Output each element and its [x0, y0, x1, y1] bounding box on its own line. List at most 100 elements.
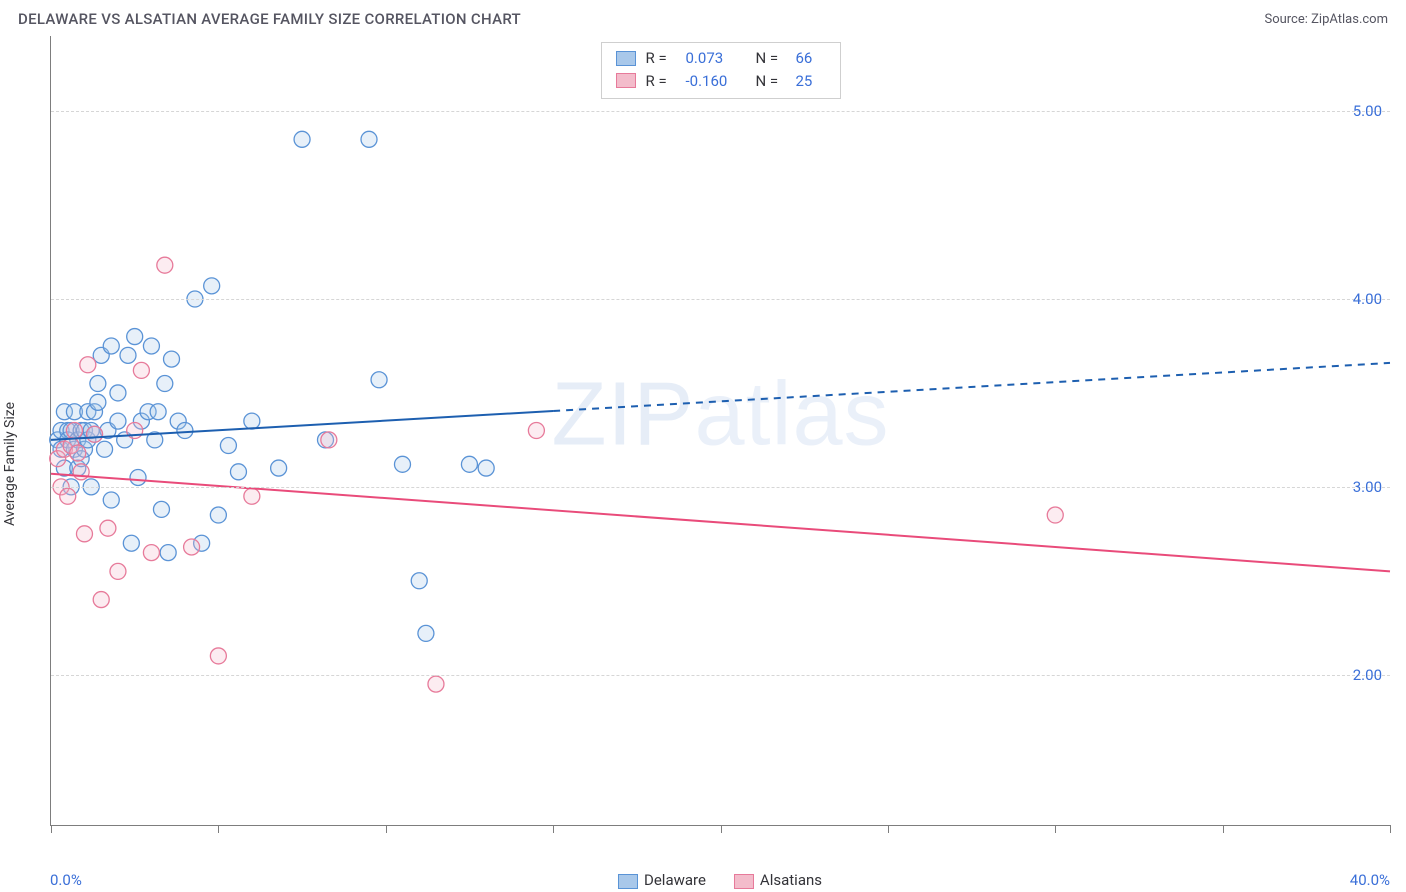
scatter-point — [143, 545, 159, 561]
scatter-point — [418, 625, 434, 641]
x-min-label: 0.0% — [50, 871, 82, 889]
scatter-point — [66, 423, 82, 439]
stat-n-label: N = — [756, 47, 786, 70]
stat-r-value: 0.073 — [686, 47, 746, 70]
scatter-point — [87, 426, 103, 442]
scatter-point — [80, 357, 96, 373]
x-tick — [888, 825, 889, 833]
scatter-point — [528, 423, 544, 439]
legend-bottom: Delaware Alsatians — [618, 871, 822, 889]
chart-container: Average Family Size ZIPatlas R =0.073N =… — [0, 36, 1406, 892]
scatter-point — [133, 362, 149, 378]
stat-n-label: N = — [756, 70, 786, 93]
stat-r-label: R = — [646, 70, 676, 93]
scatter-point — [60, 488, 76, 504]
scatter-point — [411, 573, 427, 589]
scatter-point — [76, 526, 92, 542]
scatter-point — [153, 501, 169, 517]
scatter-point — [177, 423, 193, 439]
scatter-point — [478, 460, 494, 476]
x-tick — [51, 825, 52, 833]
plot-svg — [51, 36, 1390, 825]
x-max-label: 40.0% — [1350, 871, 1390, 889]
title-bar: DELAWARE VS ALSATIAN AVERAGE FAMILY SIZE… — [0, 0, 1406, 36]
scatter-point — [244, 413, 260, 429]
legend-item: Alsatians — [734, 871, 822, 889]
trend-line — [51, 474, 1390, 572]
x-tick — [721, 825, 722, 833]
scatter-point — [90, 394, 106, 410]
scatter-point — [110, 413, 126, 429]
scatter-point — [123, 535, 139, 551]
scatter-point — [90, 376, 106, 392]
scatter-point — [371, 372, 387, 388]
x-tick — [1223, 825, 1224, 833]
legend-label: Alsatians — [760, 871, 822, 889]
scatter-point — [210, 507, 226, 523]
stat-row: R = 0.073 N = 66 — [616, 47, 826, 70]
y-tick-label: 3.00 — [1353, 478, 1382, 496]
scatter-point — [294, 131, 310, 147]
scatter-point — [120, 347, 136, 363]
correlation-stat-box: R = 0.073 N = 66 R = -0.160 N = 25 — [601, 42, 841, 99]
scatter-point — [184, 539, 200, 555]
stat-n-value: 66 — [796, 47, 826, 70]
scatter-point — [150, 404, 166, 420]
x-tick — [553, 825, 554, 833]
legend-swatch — [618, 874, 638, 889]
stat-swatch — [616, 73, 636, 88]
scatter-point — [70, 445, 86, 461]
scatter-point — [73, 464, 89, 480]
scatter-point — [93, 592, 109, 608]
x-tick — [1390, 825, 1391, 833]
trend-line — [51, 411, 553, 440]
scatter-point — [100, 520, 116, 536]
scatter-point — [103, 492, 119, 508]
scatter-point — [164, 351, 180, 367]
scatter-point — [143, 338, 159, 354]
stat-swatch — [616, 51, 636, 66]
legend-label: Delaware — [644, 871, 706, 889]
legend-swatch — [734, 874, 754, 889]
scatter-point — [321, 432, 337, 448]
scatter-point — [160, 545, 176, 561]
y-tick-label: 2.00 — [1353, 666, 1382, 684]
x-tick — [1055, 825, 1056, 833]
scatter-point — [210, 648, 226, 664]
gridline — [51, 487, 1390, 488]
y-tick-label: 4.00 — [1353, 290, 1382, 308]
trend-line-dashed — [553, 363, 1390, 411]
x-tick — [218, 825, 219, 833]
scatter-point — [103, 338, 119, 354]
stat-r-label: R = — [646, 47, 676, 70]
gridline — [51, 111, 1390, 112]
scatter-point — [394, 456, 410, 472]
source-label: Source: ZipAtlas.com — [1264, 12, 1388, 27]
scatter-point — [127, 329, 143, 345]
stat-n-value: 25 — [796, 70, 826, 93]
gridline — [51, 299, 1390, 300]
scatter-point — [157, 257, 173, 273]
scatter-point — [1047, 507, 1063, 523]
y-tick-label: 5.00 — [1353, 102, 1382, 120]
scatter-point — [361, 131, 377, 147]
stat-r-value: -0.160 — [686, 70, 746, 93]
scatter-point — [271, 460, 287, 476]
scatter-point — [204, 278, 220, 294]
scatter-point — [220, 438, 236, 454]
plot-area: ZIPatlas R =0.073N =66R =-0.160N =25 2.0… — [50, 36, 1390, 826]
gridline — [51, 675, 1390, 676]
scatter-point — [130, 469, 146, 485]
scatter-point — [97, 441, 113, 457]
scatter-point — [461, 456, 477, 472]
stat-row: R = -0.160 N = 25 — [616, 70, 826, 93]
x-tick — [386, 825, 387, 833]
scatter-point — [230, 464, 246, 480]
y-axis-label: Average Family Size — [2, 402, 18, 526]
scatter-point — [157, 376, 173, 392]
legend-item: Delaware — [618, 871, 706, 889]
scatter-point — [244, 488, 260, 504]
scatter-point — [428, 676, 444, 692]
scatter-point — [110, 385, 126, 401]
scatter-point — [110, 563, 126, 579]
